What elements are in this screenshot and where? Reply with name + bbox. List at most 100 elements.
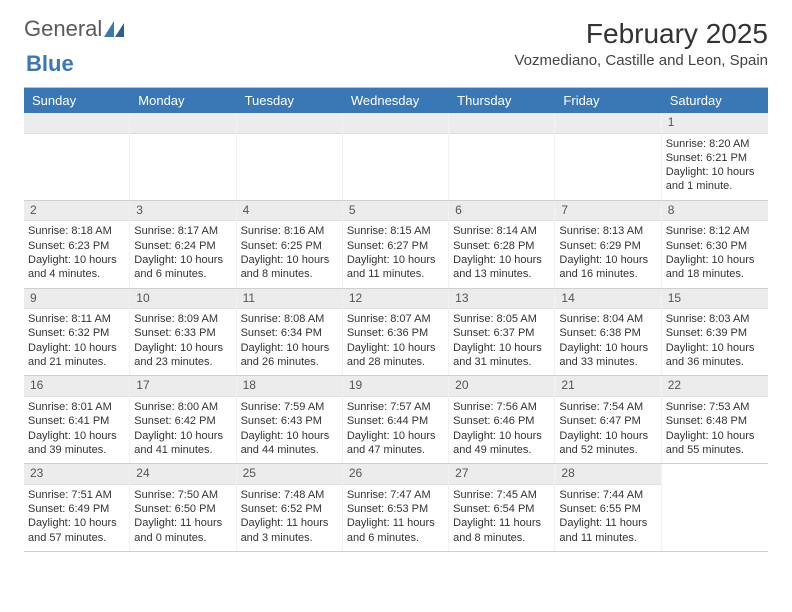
daylight-line: Daylight: 10 hours and 52 minutes. — [559, 429, 656, 458]
sunset-line: Sunset: 6:41 PM — [28, 414, 125, 428]
dow-saturday: Saturday — [662, 88, 768, 113]
day-cell: 5Sunrise: 8:15 AMSunset: 6:27 PMDaylight… — [343, 201, 449, 288]
empty-band — [449, 113, 554, 134]
sunrise-line: Sunrise: 7:56 AM — [453, 400, 550, 414]
day-number: 13 — [449, 289, 554, 310]
title-block: February 2025 Vozmediano, Castille and L… — [514, 18, 768, 69]
weeks-container: 1Sunrise: 8:20 AMSunset: 6:21 PMDaylight… — [24, 113, 768, 552]
day-cell: 18Sunrise: 7:59 AMSunset: 6:43 PMDayligh… — [237, 376, 343, 463]
day-cell: 24Sunrise: 7:50 AMSunset: 6:50 PMDayligh… — [130, 464, 236, 551]
daylight-line: Daylight: 10 hours and 8 minutes. — [241, 253, 338, 282]
sunrise-line: Sunrise: 7:53 AM — [666, 400, 764, 414]
day-of-week-header: Sunday Monday Tuesday Wednesday Thursday… — [24, 88, 768, 113]
daylight-line: Daylight: 10 hours and 57 minutes. — [28, 516, 125, 545]
day-number: 22 — [662, 376, 768, 397]
week-row: 1Sunrise: 8:20 AMSunset: 6:21 PMDaylight… — [24, 113, 768, 201]
sunset-line: Sunset: 6:38 PM — [559, 326, 656, 340]
location-label: Vozmediano, Castille and Leon, Spain — [514, 52, 768, 69]
day-cell: 25 Sunrise: 7:48 AMSunset: 6:52 PMDayligh… — [237, 464, 343, 551]
day-number: 4 — [237, 201, 342, 222]
day-number: 3 — [130, 201, 235, 222]
daylight-line: Daylight: 10 hours and 1 minute. — [666, 165, 764, 194]
sunset-line: Sunset: 6:21 PM — [666, 151, 764, 165]
empty-band — [237, 113, 342, 134]
daylight-line: Daylight: 11 hours and 11 minutes. — [559, 516, 656, 545]
day-cell: 23Sunrise: 7:51 AMSunset: 6:49 PMDayligh… — [24, 464, 130, 551]
day-number: 20 — [449, 376, 554, 397]
day-cell: 11Sunrise: 8:08 AMSunset: 6:34 PMDayligh… — [237, 289, 343, 376]
sunset-line: Sunset: 6:47 PM — [559, 414, 656, 428]
day-number: 19 — [343, 376, 448, 397]
sunrise-line: Sunrise: 7:57 AM — [347, 400, 444, 414]
day-number: 27 — [449, 464, 554, 485]
sunset-line: Sunset: 6:33 PM — [134, 326, 231, 340]
daylight-line: Daylight: 10 hours and 49 minutes. — [453, 429, 550, 458]
dow-friday: Friday — [555, 88, 661, 113]
day-cell: 27Sunrise: 7:45 AMSunset: 6:54 PMDayligh… — [449, 464, 555, 551]
day-cell: 15Sunrise: 8:03 AMSunset: 6:39 PMDayligh… — [662, 289, 768, 376]
day-number: 5 — [343, 201, 448, 222]
day-cell: 17Sunrise: 8:00 AMSunset: 6:42 PMDayligh… — [130, 376, 236, 463]
day-number: 28 — [555, 464, 660, 485]
sunset-line: Sunset: 6:32 PM — [28, 326, 125, 340]
day-cell: 12Sunrise: 8:07 AMSunset: 6:36 PMDayligh… — [343, 289, 449, 376]
sunset-line: Sunset: 6:30 PM — [666, 239, 764, 253]
sunset-line: Sunset: 6:52 PM — [241, 502, 338, 516]
sunrise-line: Sunrise: 8:07 AM — [347, 312, 444, 326]
day-number: 25 — [237, 464, 342, 485]
week-row: 2Sunrise: 8:18 AMSunset: 6:23 PMDaylight… — [24, 201, 768, 289]
brand-logo: General — [24, 18, 126, 40]
day-number: 18 — [237, 376, 342, 397]
daylight-line: Daylight: 11 hours and 6 minutes. — [347, 516, 444, 545]
sunset-line: Sunset: 6:34 PM — [241, 326, 338, 340]
day-number: 23 — [24, 464, 129, 485]
sunset-line: Sunset: 6:50 PM — [134, 502, 231, 516]
day-number: 21 — [555, 376, 660, 397]
week-row: 16Sunrise: 8:01 AMSunset: 6:41 PMDayligh… — [24, 376, 768, 464]
empty-band — [130, 113, 235, 134]
daylight-line: Daylight: 10 hours and 36 minutes. — [666, 341, 764, 370]
empty-day-cell — [24, 113, 130, 200]
daylight-line: Daylight: 10 hours and 33 minutes. — [559, 341, 656, 370]
day-number: 16 — [24, 376, 129, 397]
sunset-line: Sunset: 6:44 PM — [347, 414, 444, 428]
daylight-line: Daylight: 10 hours and 26 minutes. — [241, 341, 338, 370]
sunset-line: Sunset: 6:48 PM — [666, 414, 764, 428]
dow-thursday: Thursday — [449, 88, 555, 113]
day-cell: 19 Sunrise: 7:57 AMSunset: 6:44 PMDayligh… — [343, 376, 449, 463]
sunrise-line: Sunrise: 7:51 AM — [28, 488, 125, 502]
day-number: 24 — [130, 464, 235, 485]
sunrise-line: Sunrise: 7:44 AM — [559, 488, 656, 502]
day-number: 17 — [130, 376, 235, 397]
sunrise-line: Sunrise: 8:18 AM — [28, 224, 125, 238]
day-cell: 3Sunrise: 8:17 AMSunset: 6:24 PMDaylight… — [130, 201, 236, 288]
sunset-line: Sunset: 6:25 PM — [241, 239, 338, 253]
sunrise-line: Sunrise: 8:04 AM — [559, 312, 656, 326]
sunrise-line: Sunrise: 8:08 AM — [241, 312, 338, 326]
day-cell: 4Sunrise: 8:16 AMSunset: 6:25 PMDaylight… — [237, 201, 343, 288]
day-number: 7 — [555, 201, 660, 222]
daylight-line: Daylight: 10 hours and 39 minutes. — [28, 429, 125, 458]
sunset-line: Sunset: 6:27 PM — [347, 239, 444, 253]
daylight-line: Daylight: 10 hours and 4 minutes. — [28, 253, 125, 282]
day-cell: 20Sunrise: 7:56 AMSunset: 6:46 PMDayligh… — [449, 376, 555, 463]
day-cell: 22Sunrise: 7:53 AMSunset: 6:48 PMDayligh… — [662, 376, 768, 463]
daylight-line: Daylight: 10 hours and 47 minutes. — [347, 429, 444, 458]
day-cell: 21Sunrise: 7:54 AMSunset: 6:47 PMDayligh… — [555, 376, 661, 463]
dow-tuesday: Tuesday — [237, 88, 343, 113]
day-number: 2 — [24, 201, 129, 222]
dow-monday: Monday — [130, 88, 236, 113]
empty-band — [24, 113, 129, 134]
daylight-line: Daylight: 11 hours and 3 minutes. — [241, 516, 338, 545]
day-cell: 26Sunrise: 7:47 AMSunset: 6:53 PMDayligh… — [343, 464, 449, 551]
empty-day-cell — [130, 113, 236, 200]
sunrise-line: Sunrise: 7:45 AM — [453, 488, 550, 502]
sunrise-line: Sunrise: 7:48 AM — [241, 488, 338, 502]
day-number: 1 — [662, 113, 768, 134]
sunrise-line: Sunrise: 8:00 AM — [134, 400, 231, 414]
daylight-line: Daylight: 10 hours and 11 minutes. — [347, 253, 444, 282]
sunrise-line: Sunrise: 8:12 AM — [666, 224, 764, 238]
day-cell: 13Sunrise: 8:05 AMSunset: 6:37 PMDayligh… — [449, 289, 555, 376]
sunset-line: Sunset: 6:29 PM — [559, 239, 656, 253]
day-cell: 8Sunrise: 8:12 AMSunset: 6:30 PMDaylight… — [662, 201, 768, 288]
